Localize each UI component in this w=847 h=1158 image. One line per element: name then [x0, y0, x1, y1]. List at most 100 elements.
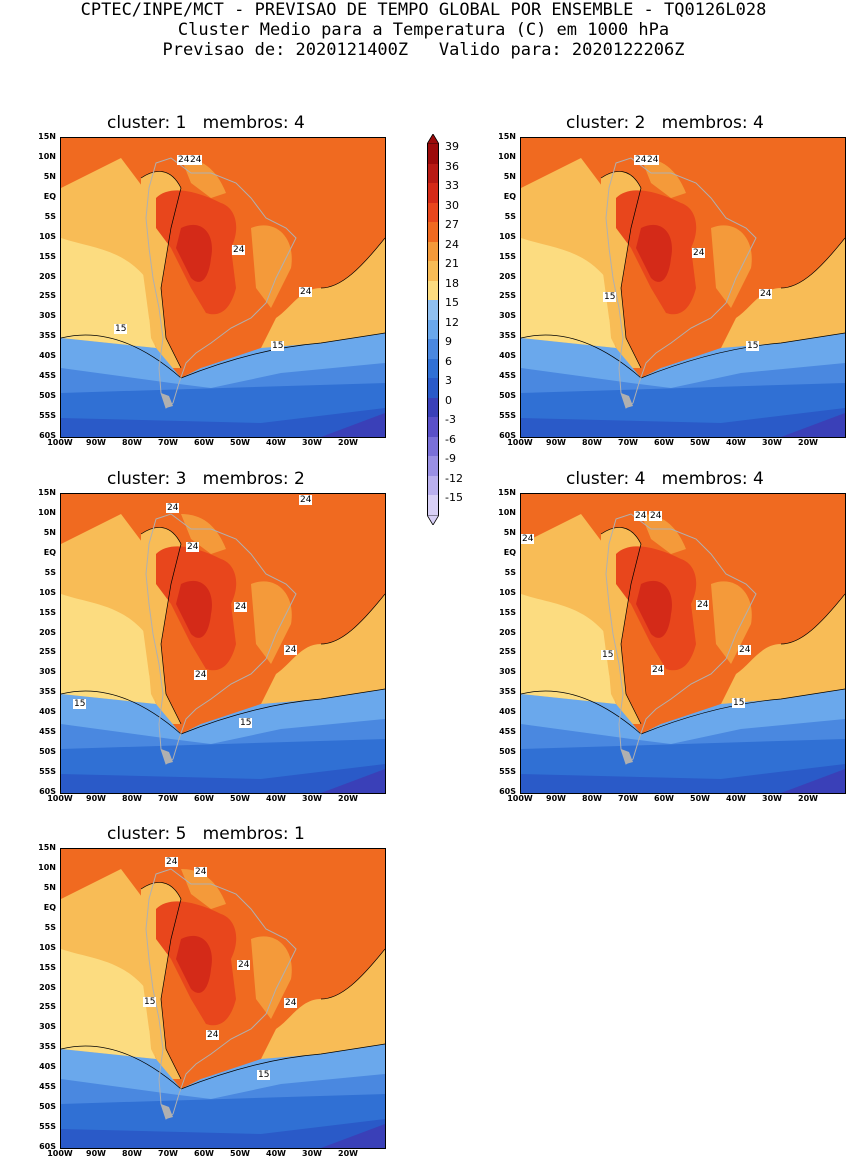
longitude-label: 80W — [582, 794, 602, 803]
temperature-field — [61, 494, 385, 793]
latitude-label: 20S — [39, 271, 56, 281]
temperature-field — [61, 849, 385, 1148]
latitude-label: 5S — [44, 211, 56, 221]
longitude-label: 40W — [266, 438, 286, 447]
colorbar-top-arrow-icon — [427, 134, 439, 144]
latitude-label: 45S — [499, 727, 516, 737]
latitude-label: 10N — [38, 862, 56, 872]
cluster-map — [60, 848, 386, 1149]
latitude-label: 30S — [499, 311, 516, 321]
latitude-label: 15S — [499, 251, 516, 261]
longitude-label: 50W — [230, 438, 250, 447]
longitude-label: 30W — [302, 794, 322, 803]
latitude-label: 30S — [39, 1022, 56, 1032]
cluster-map — [60, 137, 386, 438]
colorbar-swatch — [427, 339, 439, 359]
contour-label: 24 — [234, 602, 248, 612]
colorbar-swatch — [427, 436, 439, 456]
longitude-label: 100W — [47, 1149, 73, 1158]
colorbar-label: -6 — [445, 432, 456, 446]
latitude-label: 40S — [39, 707, 56, 717]
contour-label: 15 — [603, 292, 617, 302]
colorbar-label: 21 — [445, 257, 459, 270]
longitude-label: 50W — [690, 438, 710, 447]
longitude-label: 30W — [762, 794, 782, 803]
contour-label: 24 — [521, 534, 535, 544]
latitude-label: 50S — [39, 747, 56, 757]
latitude-label: EQ — [43, 547, 56, 557]
contour-label: 24 — [186, 542, 200, 552]
latitude-label: 10N — [38, 151, 56, 161]
latitude-label: EQ — [503, 547, 516, 557]
latitude-label: 25S — [499, 291, 516, 301]
longitude-label: 60W — [194, 794, 214, 803]
contour-label: 24 — [759, 289, 773, 299]
contour-label: 24 — [166, 503, 180, 513]
colorbar-swatch — [427, 241, 439, 261]
contour-label: 15 — [143, 997, 157, 1007]
latitude-label: 60S — [39, 787, 56, 796]
longitude-label: 80W — [122, 438, 142, 447]
longitude-label: 20W — [338, 794, 358, 803]
longitude-label: 100W — [507, 438, 533, 447]
latitude-label: 15N — [38, 132, 56, 141]
latitude-label: 5N — [503, 171, 516, 181]
latitude-label: 55S — [39, 767, 56, 777]
longitude-label: 20W — [338, 1149, 358, 1158]
longitude-label: 90W — [546, 438, 566, 447]
longitude-label: 40W — [726, 794, 746, 803]
contour-label: 24 — [651, 665, 665, 675]
contour-label: 24 — [738, 645, 752, 655]
longitude-label: 30W — [302, 438, 322, 447]
latitude-label: 30S — [39, 667, 56, 677]
longitude-label: 80W — [122, 1149, 142, 1158]
latitude-label: 10N — [498, 507, 516, 517]
contour-label: 24 — [206, 1030, 220, 1040]
longitude-label: 80W — [582, 438, 602, 447]
cluster-map — [520, 137, 846, 438]
latitude-label: 5N — [43, 171, 56, 181]
longitude-label: 50W — [230, 794, 250, 803]
colorbar-swatch — [427, 417, 439, 437]
colorbar-swatch — [427, 163, 439, 183]
colorbar-label: 30 — [445, 198, 459, 212]
latitude-label: 5N — [503, 527, 516, 537]
contour-label: 24 — [284, 645, 298, 655]
latitude-label: 35S — [499, 687, 516, 697]
latitude-label: 15S — [39, 607, 56, 617]
latitude-label: 60S — [499, 431, 516, 440]
latitude-label: 45S — [39, 371, 56, 381]
latitude-label: 60S — [499, 787, 516, 796]
longitude-label: 100W — [47, 438, 73, 447]
latitude-label: 10S — [39, 942, 56, 952]
latitude-label: 45S — [39, 727, 56, 737]
latitude-label: 5N — [43, 527, 56, 537]
colorbar-label: -15 — [445, 491, 463, 504]
latitude-label: EQ — [43, 191, 56, 201]
longitude-label: 40W — [266, 1149, 286, 1158]
latitude-label: 25S — [39, 647, 56, 657]
contour-label: 15 — [601, 650, 615, 660]
latitude-label: 10S — [499, 231, 516, 241]
latitude-label: 55S — [499, 411, 516, 421]
colorbar-swatch — [427, 378, 439, 398]
contour-label: 24 — [649, 511, 663, 521]
contour-label: 24 — [177, 155, 191, 165]
colorbar-swatch — [427, 456, 439, 476]
latitude-label: EQ — [43, 902, 56, 912]
latitude-label: 15S — [499, 607, 516, 617]
latitude-label: 5S — [504, 567, 516, 577]
colorbar-label: 18 — [445, 276, 459, 290]
colorbar-swatch — [427, 144, 439, 164]
colorbar-label: -3 — [445, 413, 456, 426]
latitude-label: 25S — [39, 1002, 56, 1012]
longitude-label: 60W — [654, 438, 674, 447]
latitude-label: 40S — [39, 351, 56, 361]
latitude-label: EQ — [503, 191, 516, 201]
colorbar-label: 12 — [445, 315, 459, 329]
latitude-label: 10N — [38, 507, 56, 517]
longitude-label: 90W — [546, 794, 566, 803]
longitude-label: 70W — [158, 794, 178, 803]
contour-label: 15 — [114, 324, 128, 334]
contour-label: 24 — [237, 960, 251, 970]
